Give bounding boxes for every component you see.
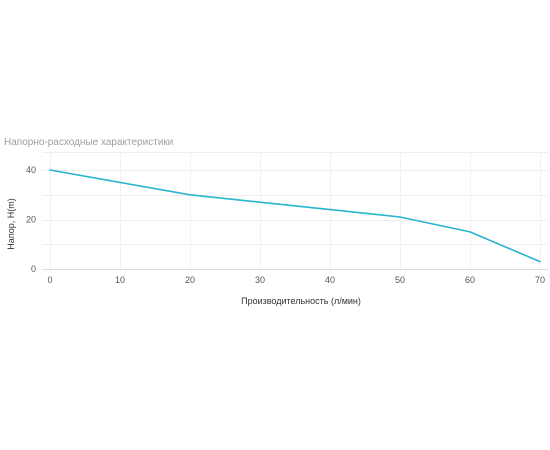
y-tick-label: 40 [26,165,36,175]
x-tick-label: 70 [535,275,545,285]
chart-title: Напорно-расходные характеристики [4,137,174,148]
y-tick-label: 0 [31,264,36,274]
series-line [49,169,541,263]
y-axis-label: Напор, H(m) [6,198,16,249]
x-tick-label: 30 [255,275,265,285]
x-tick-label: 60 [465,275,475,285]
x-tick-label: 0 [47,275,52,285]
y-tick-label: 20 [26,215,36,225]
x-tick-label: 40 [325,275,335,285]
x-tick-label: 20 [185,275,195,285]
series-layer [49,169,541,263]
x-axis-ticks: 0 10 20 30 40 50 60 70 [47,275,545,285]
x-axis-label: Производительность (л/мин) [241,296,361,306]
grid [42,152,548,270]
x-tick-label: 10 [115,275,125,285]
x-tick-label: 50 [395,275,405,285]
y-axis-ticks: 0 20 40 [26,165,36,274]
